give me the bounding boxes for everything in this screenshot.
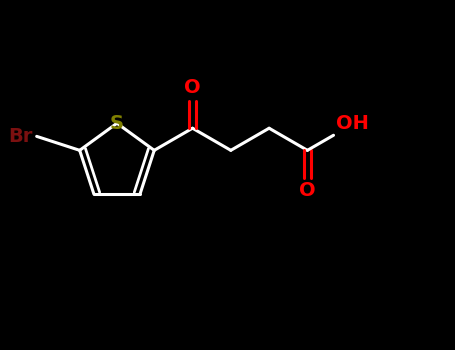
Text: O: O — [184, 78, 201, 97]
Text: Br: Br — [8, 127, 33, 146]
Text: OH: OH — [335, 114, 369, 133]
Text: S: S — [110, 114, 124, 133]
Text: O: O — [299, 182, 316, 201]
